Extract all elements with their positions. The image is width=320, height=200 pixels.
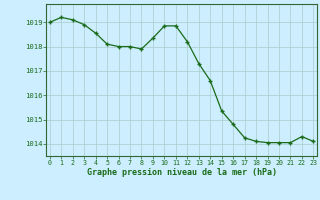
X-axis label: Graphe pression niveau de la mer (hPa): Graphe pression niveau de la mer (hPa) (87, 168, 276, 177)
